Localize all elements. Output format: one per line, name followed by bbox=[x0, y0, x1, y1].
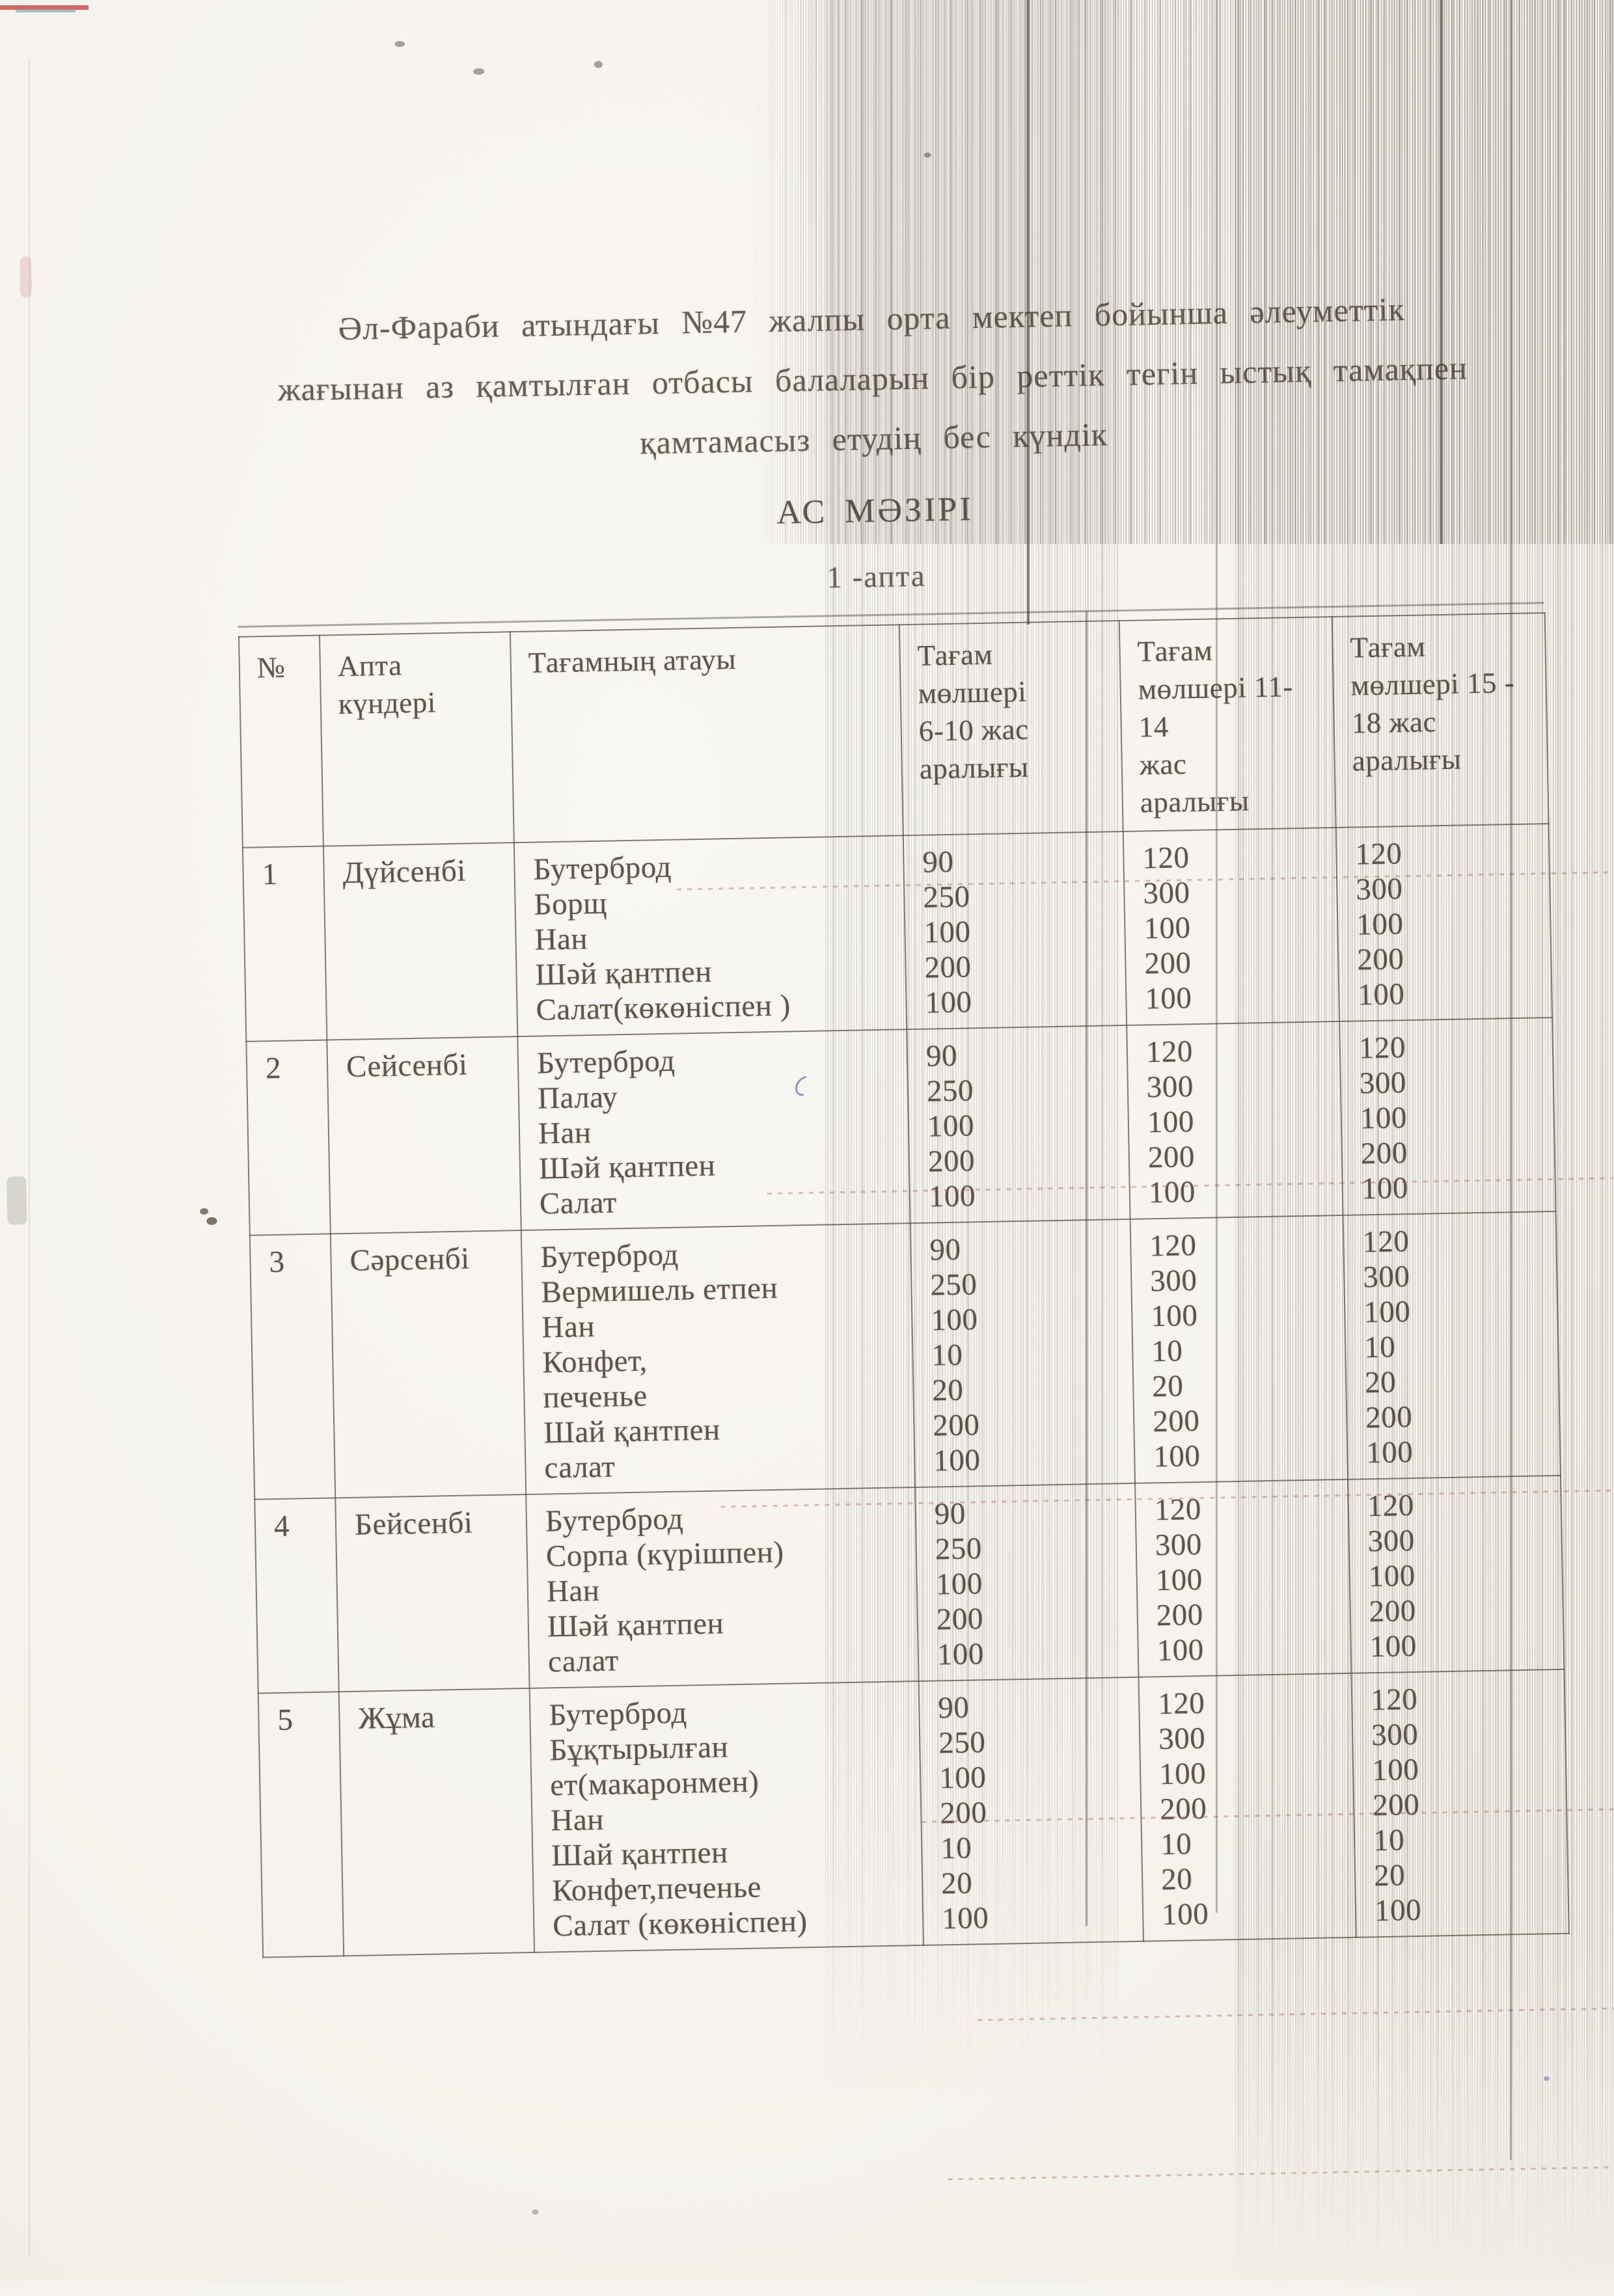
document-title: Әл-Фараби атындағы №47 жалпы орта мектеп… bbox=[198, 277, 1548, 481]
menu-table: № Апта күндері Тағамның атауы Тағам мөлш… bbox=[238, 612, 1570, 1958]
day-cell: Жұма bbox=[338, 1688, 535, 1956]
ink-speck bbox=[473, 68, 485, 75]
scanner-edge-red-strip bbox=[0, 5, 89, 10]
portions-15-18-cell: 120 300 100 200 100 bbox=[1335, 824, 1553, 1021]
gray-smudge bbox=[7, 1176, 27, 1225]
table-header-row: № Апта күндері Тағамның атауы Тағам мөлш… bbox=[238, 613, 1549, 848]
row-number-cell: 3 bbox=[249, 1234, 336, 1500]
row-number-cell: 2 bbox=[246, 1040, 331, 1236]
header-cell-portion-15-18: Тағам мөлшері 15 - 18 жас аралығы bbox=[1332, 613, 1549, 828]
portions-11-14-cell: 120 300 100 200 100 bbox=[1135, 1479, 1352, 1677]
menu-title: АС МӘЗІРІ bbox=[776, 491, 974, 532]
dishes-cell: Бутерброд Борщ Нан Шәй қантпен Салат(көк… bbox=[513, 835, 907, 1037]
portions-15-18-cell: 120 300 100 200 100 bbox=[1347, 1475, 1565, 1673]
header-cell-portion-6-10: Тағам мөлшері 6-10 жас аралығы bbox=[899, 621, 1123, 836]
table-row-thursday: 4 Бейсенбі Бутерброд Сорпа (күрішпен) На… bbox=[254, 1475, 1565, 1694]
scan-dotted-line bbox=[948, 2166, 1614, 2181]
portions-6-10-cell: 90 250 100 200 10 20 100 bbox=[918, 1677, 1143, 1945]
portions-6-10-cell: 90 250 100 10 20 200 100 bbox=[910, 1219, 1136, 1488]
header-cell-portion-11-14: Тағам мөлшері 11- 14 жас аралығы bbox=[1119, 617, 1336, 831]
header-cell-number: № bbox=[238, 635, 323, 848]
table-row-friday: 5 Жұма Бутерброд Бұқтырылған ет(макаронм… bbox=[258, 1669, 1569, 1958]
week-label: 1 -апта bbox=[826, 559, 927, 595]
portions-15-18-cell: 120 300 100 10 20 200 100 bbox=[1343, 1211, 1561, 1479]
dishes-cell: Бутерброд Вермишель етпен Нан Конфет, пе… bbox=[521, 1223, 916, 1494]
portions-6-10-cell: 90 250 100 200 100 bbox=[907, 1025, 1130, 1224]
scan-dotted-line bbox=[978, 2007, 1614, 2021]
dishes-cell: Бутерброд Сорпа (күрішпен) Нан Шәй қантп… bbox=[526, 1487, 919, 1688]
table-row-monday: 1 Дүйсенбі Бутерброд Борщ Нан Шәй қантпе… bbox=[242, 824, 1553, 1042]
table-row-tuesday: 2 Сейсенбі Бутерброд Палау Нан Шәй қантп… bbox=[246, 1017, 1556, 1236]
portions-11-14-cell: 120 300 100 10 20 200 100 bbox=[1130, 1215, 1348, 1483]
portions-6-10-cell: 90 250 100 200 100 bbox=[903, 831, 1127, 1030]
day-cell: Дүйсенбі bbox=[323, 843, 518, 1040]
ink-speck bbox=[200, 1208, 209, 1215]
ink-speck bbox=[923, 152, 931, 158]
day-cell: Сәрсенбі bbox=[330, 1230, 527, 1498]
portions-11-14-cell: 120 300 100 200 100 bbox=[1123, 828, 1340, 1025]
table-row-wednesday: 3 Сәрсенбі Бутерброд Вермишель етпен Нан… bbox=[249, 1211, 1561, 1500]
portions-15-18-cell: 120 300 100 200 100 bbox=[1339, 1017, 1556, 1215]
ink-speck bbox=[532, 2209, 539, 2215]
blue-speck bbox=[1543, 2076, 1550, 2081]
portions-11-14-cell: 120 300 100 200 10 20 100 bbox=[1138, 1673, 1356, 1941]
day-cell: Сейсенбі bbox=[327, 1036, 521, 1234]
header-cell-day: Апта күндері bbox=[319, 632, 514, 846]
dishes-cell: Бутерброд Бұқтырылған ет(макаронмен) Нан… bbox=[529, 1681, 924, 1952]
pink-smudge bbox=[20, 256, 33, 298]
ink-speck bbox=[394, 41, 405, 47]
ink-speck bbox=[206, 1217, 217, 1225]
portions-6-10-cell: 90 250 100 200 100 bbox=[915, 1483, 1139, 1681]
portions-15-18-cell: 120 300 100 200 10 20 100 bbox=[1351, 1669, 1569, 1938]
day-cell: Бейсенбі bbox=[335, 1494, 530, 1692]
row-number-cell: 5 bbox=[258, 1692, 344, 1958]
scanner-edge-cyan-strip bbox=[16, 10, 75, 12]
dishes-cell: Бутерброд Палау Нан Шәй қантпен Салат bbox=[517, 1029, 910, 1231]
header-cell-dish: Тағамның атауы bbox=[510, 625, 903, 843]
portions-11-14-cell: 120 300 100 200 100 bbox=[1127, 1021, 1343, 1219]
ink-speck bbox=[594, 61, 603, 68]
row-number-cell: 1 bbox=[242, 846, 327, 1042]
row-number-cell: 4 bbox=[254, 1498, 339, 1694]
